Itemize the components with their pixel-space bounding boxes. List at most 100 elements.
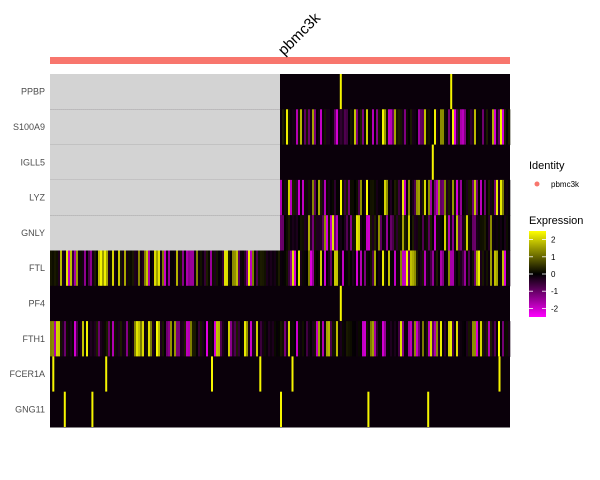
heatmap-cell xyxy=(224,250,227,287)
heatmap-cell xyxy=(258,215,261,251)
heatmap-cell xyxy=(244,321,247,357)
heatmap-cell xyxy=(318,321,321,357)
heatmap-cell xyxy=(52,250,55,287)
heatmap-cell xyxy=(88,321,91,357)
heatmap-cell xyxy=(76,321,79,357)
heatmap-cell xyxy=(134,109,137,146)
heatmap-cell xyxy=(174,321,177,357)
heatmap-cell xyxy=(160,250,163,287)
heatmap-cell xyxy=(74,215,77,251)
heatmap-cell xyxy=(456,250,459,287)
heatmap-cell xyxy=(248,250,251,287)
heatmap-cell xyxy=(226,321,229,357)
heatmap-cell xyxy=(238,109,241,146)
identity-legend-title: Identity xyxy=(529,160,565,172)
heatmap-cell xyxy=(490,321,493,357)
heatmap-cell xyxy=(198,321,201,357)
heatmap-cell xyxy=(72,250,75,287)
heatmap-cell xyxy=(184,215,187,251)
heatmap-cell xyxy=(504,321,507,357)
heatmap-cell xyxy=(276,321,279,357)
heatmap-cell xyxy=(60,179,63,216)
heatmap-cell xyxy=(182,321,185,357)
heatmap-cell xyxy=(170,179,173,216)
heatmap-cell xyxy=(226,179,229,216)
heatmap-cell xyxy=(194,215,197,251)
heatmap-cell xyxy=(114,179,117,216)
heatmap-cell xyxy=(108,215,111,251)
heatmap-cell xyxy=(86,179,89,216)
heatmap-cell xyxy=(280,215,283,251)
heatmap-cell xyxy=(104,109,107,146)
heatmap-cell xyxy=(366,250,369,287)
heatmap-cell xyxy=(178,321,181,357)
heatmap-cell xyxy=(282,321,285,357)
heatmap-cell xyxy=(436,109,439,146)
heatmap-cell xyxy=(362,321,365,357)
heatmap-cell xyxy=(70,321,73,357)
heatmap-cell xyxy=(168,179,171,216)
heatmap-cell xyxy=(190,179,193,216)
heatmap-cell xyxy=(412,250,415,287)
heatmap-cell xyxy=(232,321,235,357)
heatmap-cell xyxy=(376,321,379,357)
heatmap-cell xyxy=(230,215,233,251)
heatmap-cell xyxy=(64,109,67,146)
heatmap-cell xyxy=(144,250,147,287)
heatmap-cell xyxy=(132,109,135,146)
heatmap-cell xyxy=(218,215,221,251)
heatmap-cell xyxy=(216,179,219,216)
heatmap-cell xyxy=(378,179,381,216)
heatmap-cell xyxy=(114,215,117,251)
heatmap-cell xyxy=(254,215,257,251)
heatmap-cell xyxy=(414,250,417,287)
heatmap-cell xyxy=(440,179,443,216)
heatmap-cell xyxy=(218,321,221,357)
heatmap-cell xyxy=(508,109,511,146)
heatmap-cell xyxy=(274,321,277,357)
heatmap-cell xyxy=(394,215,397,251)
heatmap-cell xyxy=(444,250,447,287)
heatmap-cell xyxy=(72,109,75,146)
heatmap-cell xyxy=(372,250,375,287)
heatmap-cell xyxy=(84,109,87,146)
heatmap-cell xyxy=(254,250,257,287)
expression-ticks: 2 1 0 -1 -2 xyxy=(529,236,559,313)
heatmap-cell xyxy=(326,109,329,146)
heatmap-cell xyxy=(218,179,221,216)
heatmap-cell xyxy=(284,215,287,251)
heatmap-cell xyxy=(348,215,351,251)
heatmap-cell xyxy=(478,109,481,146)
heatmap-cell xyxy=(388,215,391,251)
heatmap-cell xyxy=(228,321,231,357)
heatmap-cell xyxy=(224,179,227,216)
heatmap-cell xyxy=(64,250,67,287)
heatmap-cell xyxy=(238,321,241,357)
heatmap-cell xyxy=(376,250,379,287)
heatmap-cell xyxy=(368,321,371,357)
heatmap-cell xyxy=(146,109,149,146)
heatmap-cell xyxy=(296,215,299,251)
heatmap-cell xyxy=(302,109,305,146)
heatmap-cell xyxy=(256,179,259,216)
heatmap-cell xyxy=(312,215,315,251)
heatmap-cell xyxy=(58,215,61,251)
heatmap-cell xyxy=(382,109,385,146)
heatmap-cell xyxy=(450,74,453,110)
heatmap-cell xyxy=(276,179,279,216)
heatmap-cell xyxy=(428,179,431,216)
heatmap-cell xyxy=(144,109,147,146)
heatmap-cell xyxy=(344,250,347,287)
heatmap-cell xyxy=(476,250,479,287)
heatmap-cell xyxy=(284,179,287,216)
heatmap-cell xyxy=(454,250,457,287)
heatmap-cell xyxy=(200,250,203,287)
heatmap-cell xyxy=(248,179,251,216)
heatmap-cell xyxy=(420,109,423,146)
heatmap-cell xyxy=(144,321,147,357)
heatmap-cell xyxy=(210,179,213,216)
heatmap-cell xyxy=(332,215,335,251)
heatmap-cell xyxy=(420,321,423,357)
heatmap-cell xyxy=(82,250,85,287)
heatmap-cell xyxy=(190,250,193,287)
